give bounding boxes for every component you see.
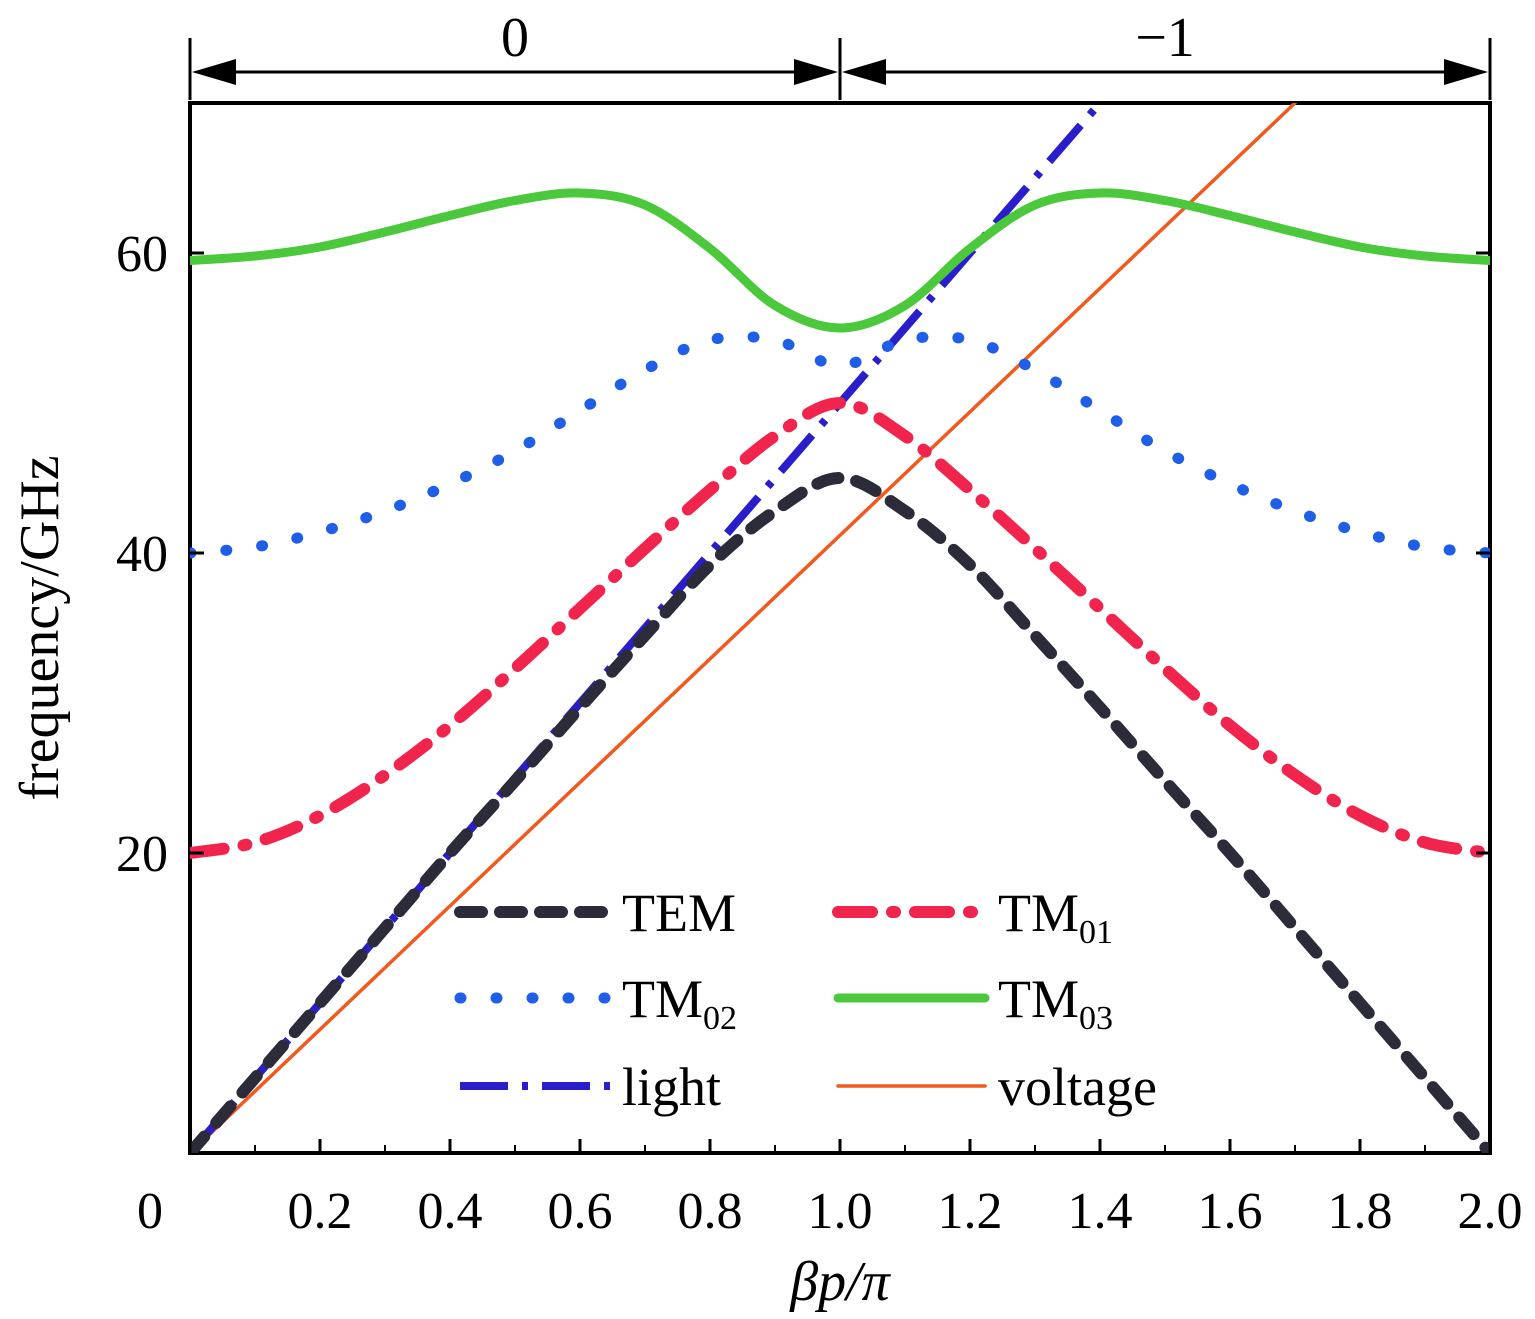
x-tick-label: 0 [137,1183,163,1240]
x-tick-label: 1.2 [938,1183,1003,1240]
x-tick-label: 2.0 [1458,1183,1523,1240]
x-tick-label: 1.8 [1328,1183,1393,1240]
legend-label-tm02: TM02 [622,969,737,1037]
series-line-tm03 [190,188,1490,333]
x-tick-label: 0.2 [288,1183,353,1240]
region-label: 0 [501,7,529,69]
region-annotation: 0 −1 [188,7,1492,100]
series-line-tem [190,471,1490,1153]
x-axis: 0 0.2 0.4 0.6 0.8 1.0 1.2 1.4 1.6 1.8 2.0 [137,1139,1523,1240]
series-line-voltage [190,103,1297,1153]
y-axis-title: frequency/GHz [9,455,71,800]
legend-label-tm01: TM01 [998,883,1113,951]
series-line-tm01 [190,396,1490,859]
series-layer [190,103,1490,1153]
x-tick-label: 1.6 [1198,1183,1263,1240]
y-tick-label: 40 [116,526,168,583]
region-arrowhead-left [192,59,236,85]
x-axis-title: βp/π [789,1251,891,1313]
region-arrowhead-right [794,59,838,85]
legend-label-tm03: TM03 [998,969,1113,1037]
legend-label-voltage: voltage [998,1057,1157,1117]
legend-label-light: light [622,1057,721,1117]
legend-label-tem: TEM [622,883,736,943]
region-arrowhead-left [842,59,886,85]
y-axis: 20 40 60 [116,226,1490,883]
x-tick-label: 0.8 [678,1183,743,1240]
x-tick-label: 0.6 [548,1183,613,1240]
x-tick-label: 0.4 [418,1183,483,1240]
y-tick-label: 60 [116,226,168,283]
x-tick-label: 1.0 [808,1183,873,1240]
legend: TEM TM01 TM02 TM03 light voltage [454,883,1157,1117]
y-tick-label: 20 [116,826,168,883]
region-arrowhead-right [1444,59,1488,85]
region-label: −1 [1135,7,1195,69]
x-tick-label: 1.4 [1068,1183,1133,1240]
series-line-tm02 [190,331,1490,559]
